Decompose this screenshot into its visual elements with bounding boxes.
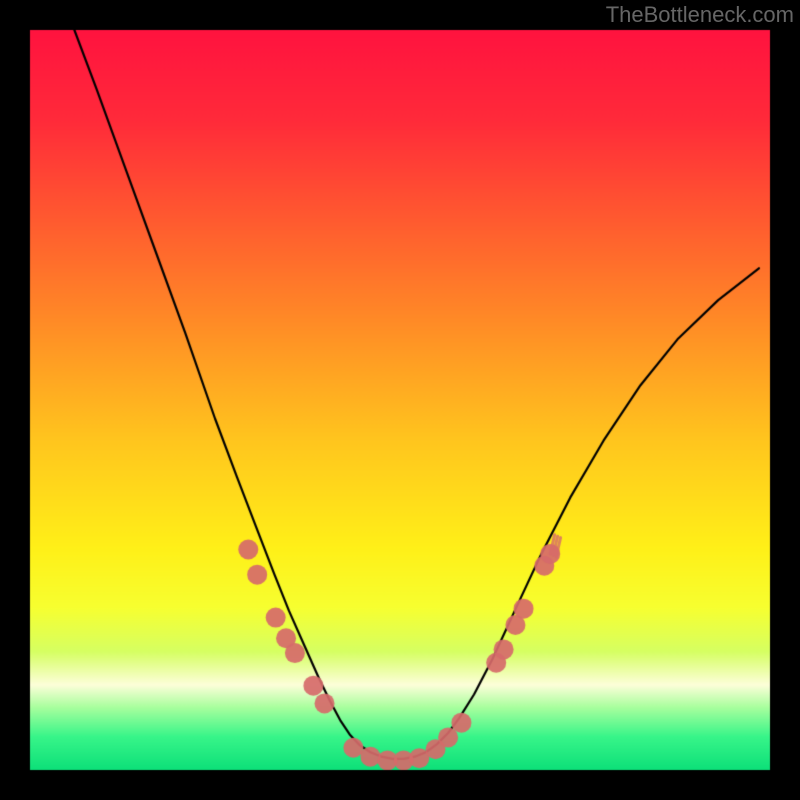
watermark-text: TheBottleneck.com [606, 2, 794, 28]
chart-stage: TheBottleneck.com [0, 0, 800, 800]
bottleneck-curve-chart [0, 0, 800, 800]
